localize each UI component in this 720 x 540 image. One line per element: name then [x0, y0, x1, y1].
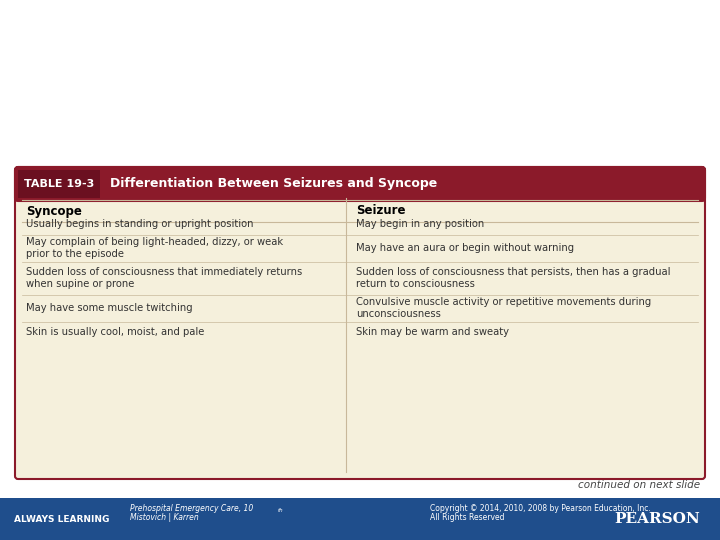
Text: Skin may be warm and sweaty: Skin may be warm and sweaty	[356, 327, 509, 337]
Text: Sudden loss of consciousness that immediately returns
when supine or prone: Sudden loss of consciousness that immedi…	[26, 267, 302, 289]
FancyBboxPatch shape	[15, 167, 705, 201]
Text: May begin in any position: May begin in any position	[356, 219, 485, 229]
Text: Prehospital Emergency Care, 10: Prehospital Emergency Care, 10	[130, 504, 253, 512]
Text: All Rights Reserved: All Rights Reserved	[430, 512, 505, 522]
Text: Sudden loss of consciousness that persists, then has a gradual
return to conscio: Sudden loss of consciousness that persis…	[356, 267, 671, 289]
Text: Seizure: Seizure	[356, 205, 406, 218]
Text: Usually begins in standing or upright position: Usually begins in standing or upright po…	[26, 219, 253, 229]
Text: May have an aura or begin without warning: May have an aura or begin without warnin…	[356, 243, 575, 253]
Text: May complain of being light-headed, dizzy, or weak
prior to the episode: May complain of being light-headed, dizz…	[26, 237, 283, 259]
Bar	[18, 184, 702, 198]
Text: PEARSON: PEARSON	[614, 512, 700, 526]
Text: Differentiation Between Seizures and Syncope: Differentiation Between Seizures and Syn…	[110, 178, 437, 191]
Text: Skin is usually cool, moist, and pale: Skin is usually cool, moist, and pale	[26, 327, 204, 337]
Text: th: th	[278, 508, 284, 512]
Bar	[0, 498, 720, 540]
Text: May have some muscle twitching: May have some muscle twitching	[26, 303, 193, 313]
Text: Syncope: Syncope	[26, 205, 82, 218]
Bar	[18, 170, 100, 198]
Text: Convulsive muscle activity or repetitive movements during
unconsciousness: Convulsive muscle activity or repetitive…	[356, 297, 652, 319]
FancyBboxPatch shape	[15, 167, 705, 479]
Text: Copyright © 2014, 2010, 2008 by Pearson Education, Inc.: Copyright © 2014, 2010, 2008 by Pearson …	[430, 504, 651, 512]
Text: Mistovich | Karren: Mistovich | Karren	[130, 512, 199, 522]
Text: TABLE 19-3: TABLE 19-3	[24, 179, 94, 189]
Text: ALWAYS LEARNING: ALWAYS LEARNING	[14, 515, 109, 523]
Text: continued on next slide: continued on next slide	[578, 480, 700, 490]
